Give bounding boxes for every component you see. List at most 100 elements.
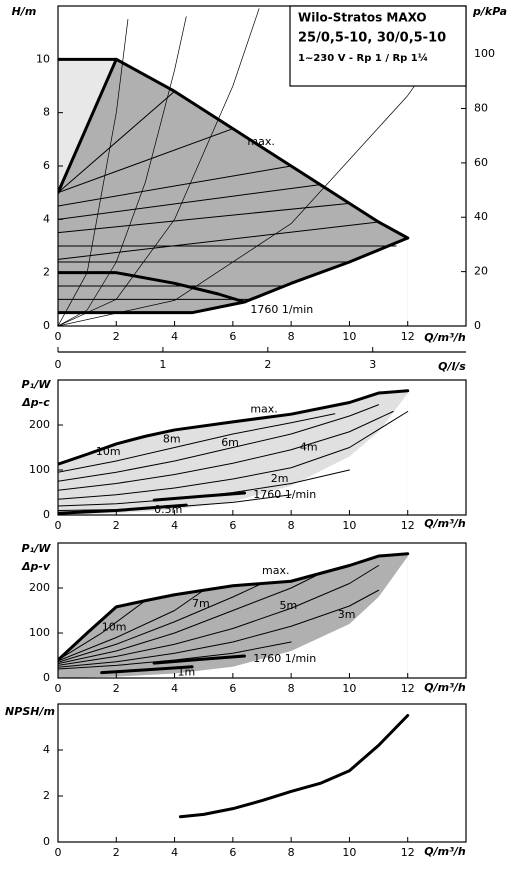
y-axis-label: H/m bbox=[12, 5, 37, 18]
annotation: max. bbox=[262, 564, 289, 577]
y-tick-label: 0 bbox=[43, 508, 50, 521]
area bbox=[58, 238, 408, 326]
annotation: max. bbox=[250, 402, 277, 415]
x-tick-label: 2 bbox=[113, 682, 120, 695]
x-tick-label: 12 bbox=[401, 519, 415, 532]
curve bbox=[58, 600, 146, 661]
x-tick-label: 4 bbox=[171, 519, 178, 532]
x-tick-label: 4 bbox=[171, 846, 178, 859]
y-tick-label: 8 bbox=[43, 106, 50, 119]
x-tick-label: 4 bbox=[171, 682, 178, 695]
annotation: 10m bbox=[102, 621, 127, 634]
x-tick-label: 6 bbox=[229, 682, 236, 695]
y-tick-label: 0 bbox=[43, 835, 50, 848]
curve bbox=[58, 90, 176, 194]
title-line: 1~230 V - Rp 1 / Rp 1¼ bbox=[298, 52, 428, 64]
x-tick-label: 0 bbox=[55, 846, 62, 859]
curve bbox=[58, 236, 410, 315]
title-box bbox=[289, 5, 467, 87]
x-axis-label: Q/m³/h bbox=[424, 517, 466, 530]
x-tick-label: 0 bbox=[55, 682, 62, 695]
curve bbox=[58, 589, 380, 668]
x-axis-label: Q/m³/h bbox=[424, 845, 466, 858]
y2-tick-label: 20 bbox=[474, 265, 488, 278]
title-line: Wilo-Stratos MAXO bbox=[298, 11, 427, 25]
x-tick-label: 6 bbox=[229, 330, 236, 343]
curve bbox=[58, 57, 410, 240]
curve bbox=[58, 583, 263, 663]
y-tick-label: 4 bbox=[43, 212, 50, 225]
annotation: 3m bbox=[338, 608, 356, 621]
x-tick-label: 2 bbox=[113, 846, 120, 859]
x-tick-label: 10 bbox=[342, 519, 356, 532]
curve bbox=[58, 411, 409, 500]
x2-tick-label: 0 bbox=[55, 358, 62, 371]
frame bbox=[57, 703, 467, 843]
curve bbox=[58, 184, 321, 220]
x-tick-label: 8 bbox=[288, 682, 295, 695]
curve bbox=[58, 128, 234, 194]
title-line: 25/0,5-10, 30/0,5-10 bbox=[298, 31, 446, 46]
x-axis-label: Q/m³/h bbox=[424, 331, 466, 344]
x-tick-label: 2 bbox=[113, 330, 120, 343]
y-tick-label: 100 bbox=[29, 463, 50, 476]
y-tick-label: 200 bbox=[29, 581, 50, 594]
frame bbox=[57, 379, 467, 516]
annotation: 10m bbox=[96, 445, 121, 458]
x-tick-label: 2 bbox=[113, 519, 120, 532]
y2-tick-label: 100 bbox=[474, 47, 495, 60]
annotation: 7m bbox=[192, 597, 210, 610]
annotation: 5m bbox=[279, 599, 297, 612]
x2-axis-label: Q/l/s bbox=[438, 360, 466, 373]
x-tick-label: 6 bbox=[229, 519, 236, 532]
y-tick-label: 2 bbox=[43, 266, 50, 279]
curve bbox=[152, 491, 247, 502]
x-tick-label: 10 bbox=[342, 846, 356, 859]
y-tick-label: 200 bbox=[29, 418, 50, 431]
annotation: 0.5m bbox=[154, 503, 182, 516]
curve bbox=[58, 271, 247, 304]
annotation: 1760 1/min bbox=[253, 488, 316, 501]
annotation: 4m bbox=[300, 441, 318, 454]
curve bbox=[152, 654, 247, 665]
x-tick-label: 0 bbox=[55, 519, 62, 532]
curve bbox=[58, 389, 410, 466]
y-tick-label: 2 bbox=[43, 789, 50, 802]
x-tick-label: 8 bbox=[288, 330, 295, 343]
x-axis-label: Q/m³/h bbox=[424, 681, 466, 694]
annotation: 1760 1/min bbox=[250, 303, 313, 316]
y-tick-label: 0 bbox=[43, 319, 50, 332]
curve bbox=[178, 714, 410, 819]
curve bbox=[58, 411, 394, 491]
plot-area bbox=[178, 714, 410, 819]
curve bbox=[58, 165, 292, 207]
curve bbox=[58, 16, 187, 326]
curve bbox=[58, 221, 380, 260]
y-tick-label: 6 bbox=[43, 159, 50, 172]
area bbox=[58, 393, 408, 515]
annotation: 8m bbox=[163, 432, 181, 445]
x-tick-label: 8 bbox=[288, 846, 295, 859]
frame bbox=[57, 542, 467, 679]
curve bbox=[58, 413, 336, 473]
plot-area bbox=[58, 8, 466, 326]
x-tick-label: 12 bbox=[401, 330, 415, 343]
x-tick-label: 10 bbox=[342, 682, 356, 695]
y-tick-label: 4 bbox=[43, 743, 50, 756]
y-tick-label: 10 bbox=[36, 52, 50, 65]
y-axis-sublabel: Δp-v bbox=[21, 560, 51, 573]
y-tick-label: 0 bbox=[43, 671, 50, 684]
x-tick-label: 8 bbox=[288, 519, 295, 532]
annotation: 6m bbox=[221, 436, 239, 449]
y-axis-label: P₁/W bbox=[21, 542, 51, 555]
x-tick-label: 0 bbox=[55, 330, 62, 343]
annotation: 1760 1/min bbox=[253, 652, 316, 665]
y-axis-sublabel: Δp-c bbox=[21, 396, 50, 409]
x-tick-label: 12 bbox=[401, 846, 415, 859]
y2-tick-label: 0 bbox=[474, 319, 481, 332]
annotation: 1m bbox=[177, 666, 195, 679]
x-tick-label: 6 bbox=[229, 846, 236, 859]
y2-tick-label: 60 bbox=[474, 156, 488, 169]
curve bbox=[58, 202, 350, 234]
